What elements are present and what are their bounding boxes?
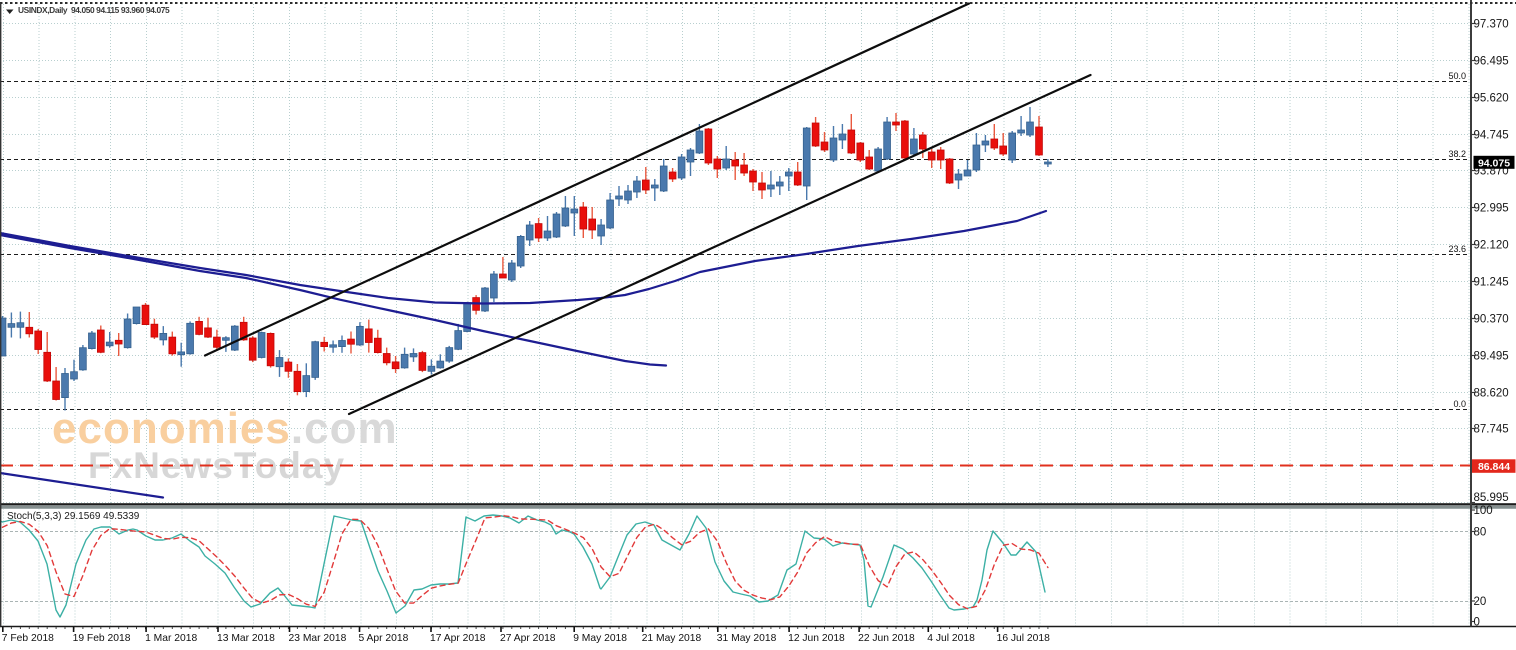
svg-text:38.2: 38.2 xyxy=(1448,149,1466,159)
svg-text:20: 20 xyxy=(1474,596,1487,608)
svg-text:5 Apr 2018: 5 Apr 2018 xyxy=(359,633,409,644)
svg-text:12 Jun 2018: 12 Jun 2018 xyxy=(788,633,845,644)
svg-text:80: 80 xyxy=(1474,527,1487,539)
svg-text:23.6: 23.6 xyxy=(1448,244,1466,254)
svg-text:21 May 2018: 21 May 2018 xyxy=(642,633,702,644)
svg-text:19 Feb 2018: 19 Feb 2018 xyxy=(73,633,131,644)
svg-text:31 May 2018: 31 May 2018 xyxy=(717,633,777,644)
svg-text:22 Jun 2018: 22 Jun 2018 xyxy=(858,633,915,644)
svg-text:Stoch(5,3,3) 29.1569 49.5339: Stoch(5,3,3) 29.1569 49.5339 xyxy=(7,511,140,522)
svg-text:94.075: 94.075 xyxy=(1478,157,1510,169)
svg-text:0.0: 0.0 xyxy=(1453,399,1466,409)
svg-text:0: 0 xyxy=(1474,617,1480,629)
svg-text:90.370: 90.370 xyxy=(1474,314,1509,326)
svg-text:87.745: 87.745 xyxy=(1474,424,1509,436)
svg-text:100: 100 xyxy=(1474,505,1493,517)
svg-text:economies.com: economies.com xyxy=(52,404,398,453)
svg-text:7 Feb 2018: 7 Feb 2018 xyxy=(2,633,54,644)
svg-text:89.495: 89.495 xyxy=(1474,351,1509,363)
svg-text:27 Apr 2018: 27 Apr 2018 xyxy=(500,633,556,644)
svg-text:17 Apr 2018: 17 Apr 2018 xyxy=(430,633,486,644)
svg-text:9 May 2018: 9 May 2018 xyxy=(573,633,627,644)
svg-text:23 Mar 2018: 23 Mar 2018 xyxy=(289,633,347,644)
svg-text:4 Jul 2018: 4 Jul 2018 xyxy=(927,633,975,644)
svg-text:13 Mar 2018: 13 Mar 2018 xyxy=(217,633,275,644)
svg-text:92.995: 92.995 xyxy=(1474,203,1509,215)
svg-text:96.495: 96.495 xyxy=(1474,56,1509,68)
svg-text:95.620: 95.620 xyxy=(1474,93,1509,105)
svg-text:USINDX,Daily 94.050 94.115 93: USINDX,Daily 94.050 94.115 93.960 94.075 xyxy=(18,5,170,15)
svg-text:94.745: 94.745 xyxy=(1474,130,1509,142)
svg-text:50.0: 50.0 xyxy=(1448,71,1466,81)
svg-text:97.370: 97.370 xyxy=(1474,19,1509,31)
svg-text:92.120: 92.120 xyxy=(1474,240,1509,252)
svg-text:91.245: 91.245 xyxy=(1474,277,1509,289)
svg-text:1 Mar 2018: 1 Mar 2018 xyxy=(145,633,197,644)
svg-text:16 Jul 2018: 16 Jul 2018 xyxy=(997,633,1051,644)
svg-text:85.995: 85.995 xyxy=(1474,492,1509,504)
svg-text:88.620: 88.620 xyxy=(1474,388,1509,400)
svg-text:86.844: 86.844 xyxy=(1478,461,1510,473)
